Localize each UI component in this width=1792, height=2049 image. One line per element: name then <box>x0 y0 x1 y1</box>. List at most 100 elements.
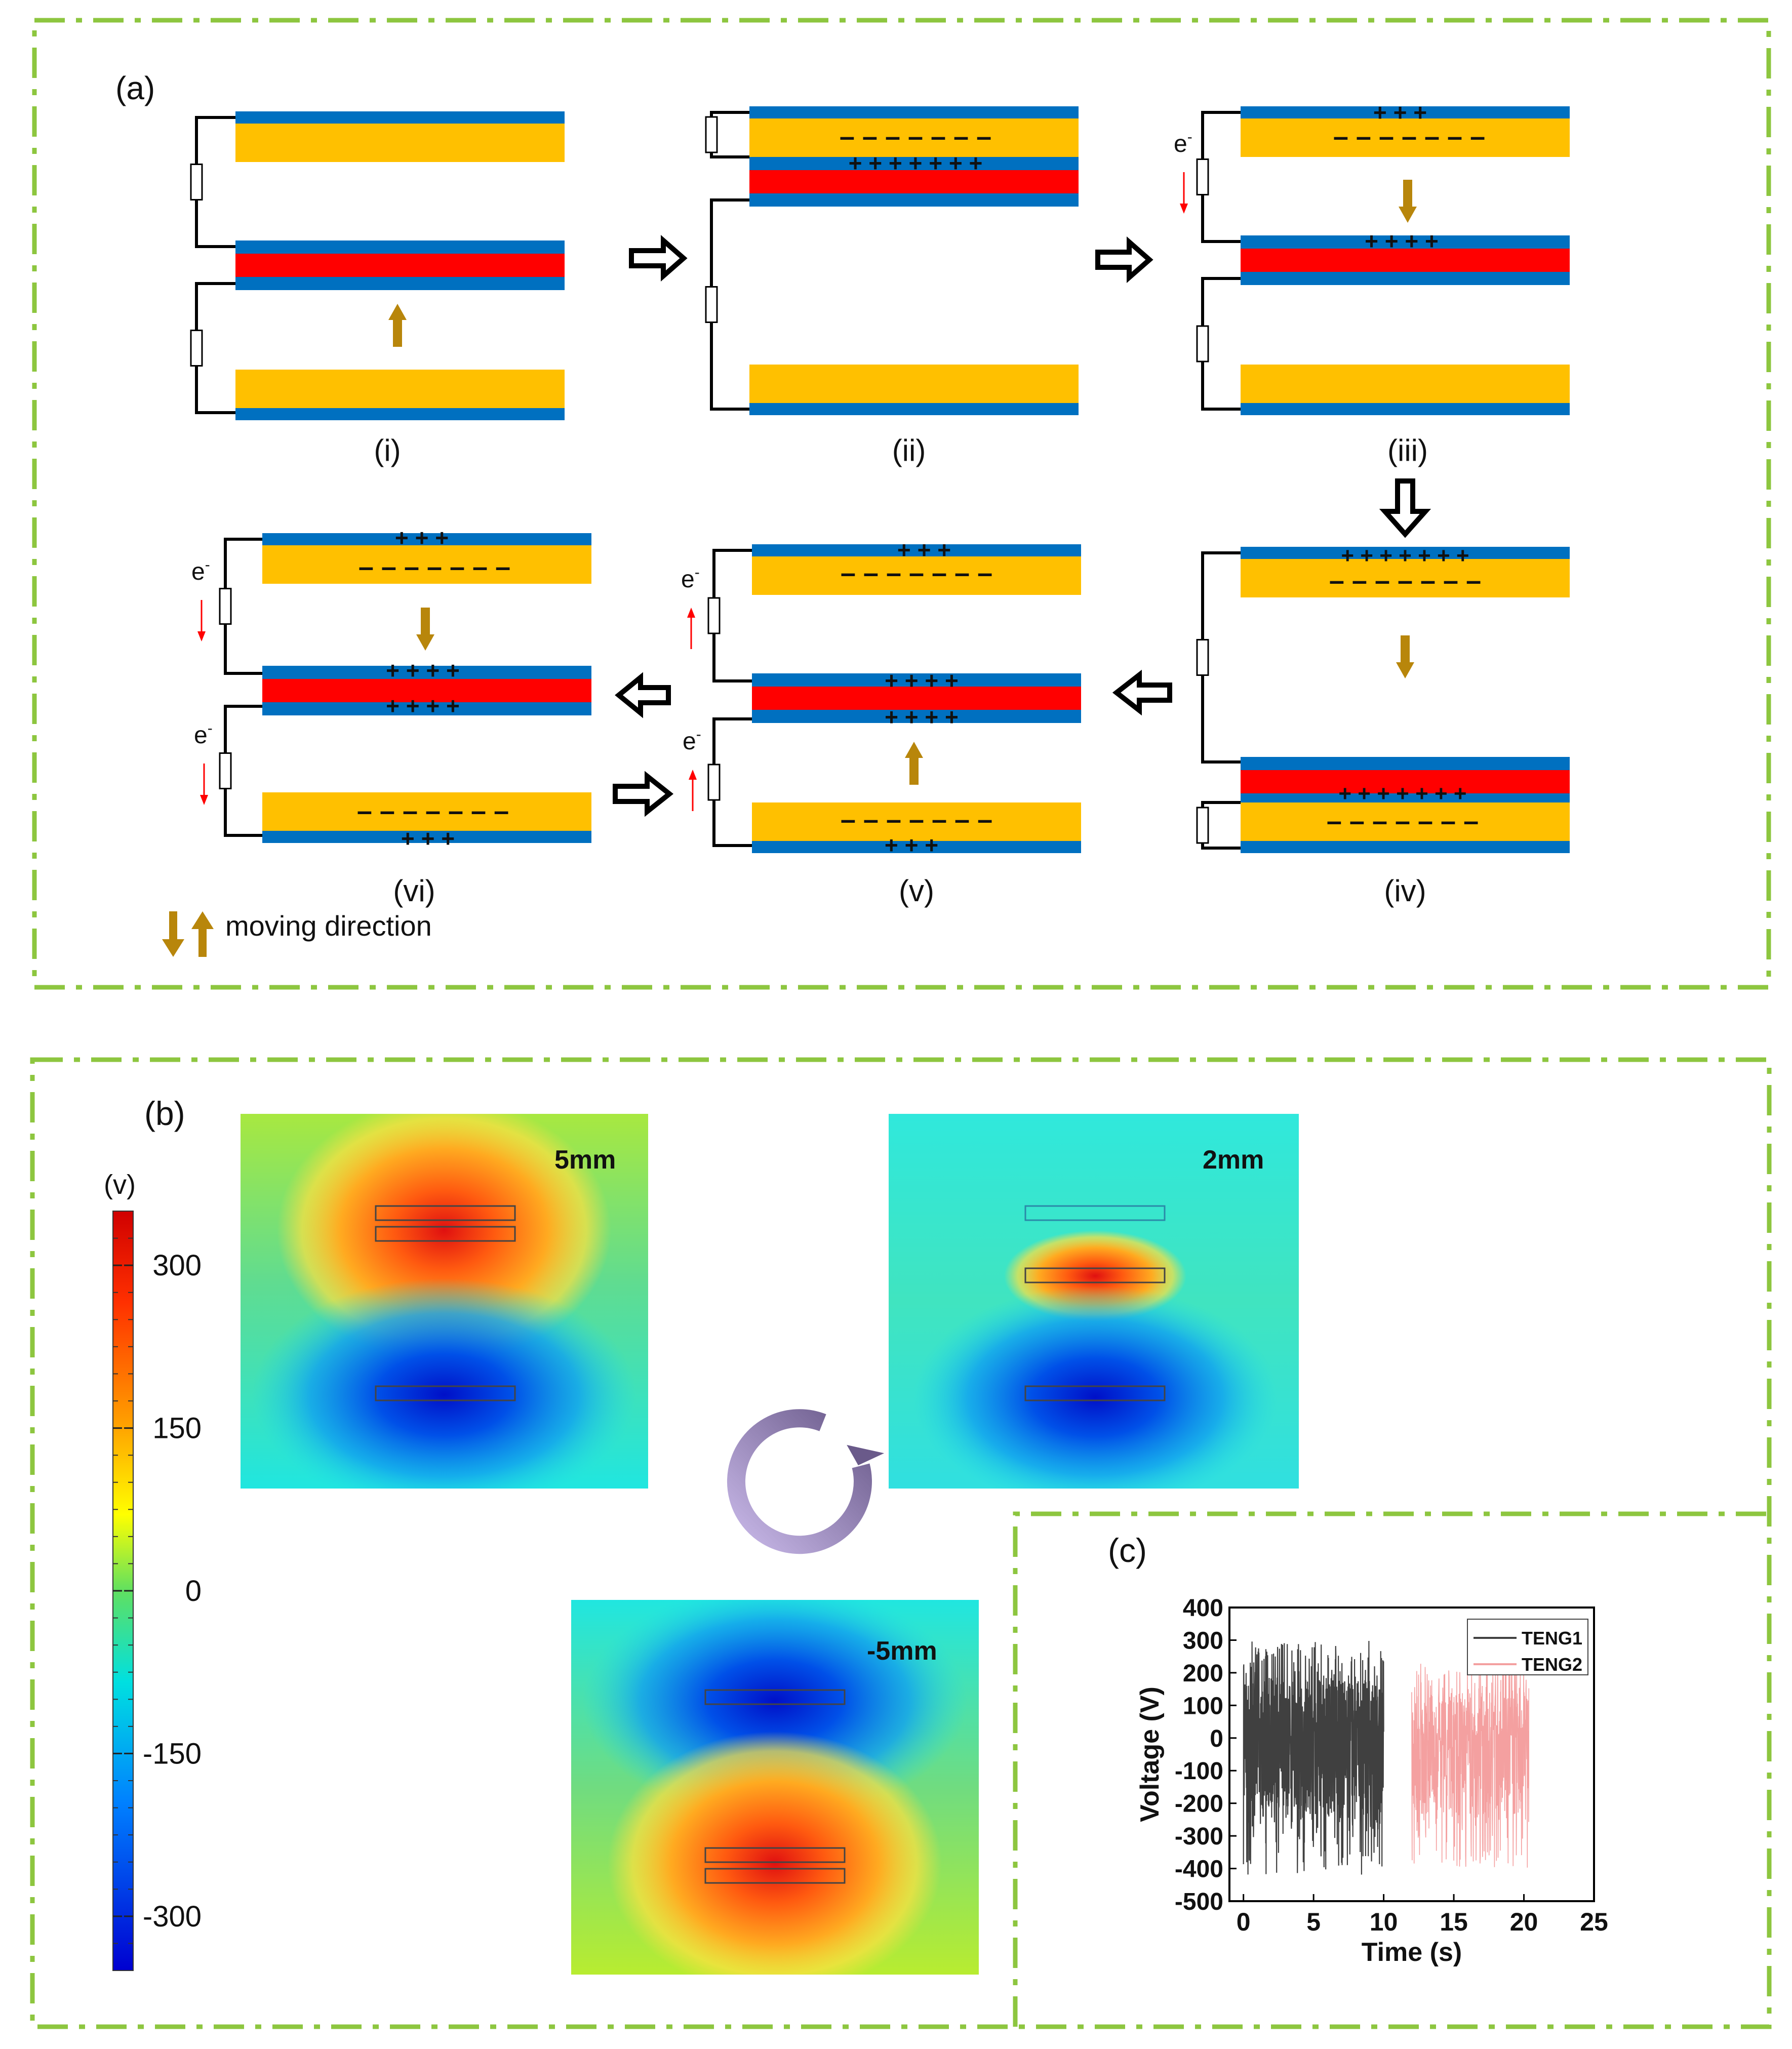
friction-layer <box>1241 249 1570 272</box>
colorbar: (v) 300 150 0 -150 -300 <box>104 1170 202 1971</box>
plot-area <box>1243 1640 1529 1875</box>
panel-a: (i)– – – – – – –+ + + + + + +(ii)+ + +– … <box>190 99 1570 908</box>
map-5mm-label: 5mm <box>554 1145 616 1175</box>
dielectric-layer <box>752 556 1081 595</box>
map-2mm-label: 2mm <box>1203 1145 1264 1175</box>
flow-arrow-ii-iii <box>1095 236 1153 284</box>
y-tick-label: -400 <box>1175 1856 1223 1883</box>
chart-legend: TENG1 TENG2 <box>1467 1619 1588 1675</box>
x-tick-label: 0 <box>1237 1908 1251 1936</box>
positive-charges: + + + + <box>1365 228 1439 254</box>
load-resistor <box>705 286 718 323</box>
positive-charges: + + + + <box>885 704 959 730</box>
potential-map-2mm: 2mm <box>889 1114 1299 1489</box>
moving-direction-arrow <box>1396 635 1414 678</box>
dielectric-layer <box>1241 365 1570 403</box>
flow-arrow-iv-v <box>1112 669 1172 716</box>
stage-iv: + + + + + + +– – – – – – –+ + + + + + +–… <box>1196 543 1570 908</box>
positive-charges: + + + <box>885 832 938 858</box>
dielectric-layer <box>1241 118 1570 157</box>
electrode-layer <box>235 277 565 290</box>
legend-box <box>1467 1619 1588 1675</box>
moving-direction-arrow <box>905 742 923 785</box>
electron-flow-label: e- <box>681 564 700 593</box>
flow-arrow-vi-v <box>613 771 674 817</box>
dielectric-layer <box>1241 802 1570 841</box>
dielectric-layer <box>235 370 565 408</box>
positive-charges: + + + <box>1373 99 1427 126</box>
moving-direction-legend: moving direction <box>162 910 432 957</box>
border-panel-b <box>30 1057 1772 2029</box>
electrode-layer <box>752 544 1081 556</box>
negative-charges: – – – – – – – <box>1329 566 1481 596</box>
voltage-chart: 0 5 10 15 20 25 400 300 200 100 0 -100 -200 -300 -400 -… <box>1135 1595 1608 1967</box>
map-neg5mm-plate-top <box>704 1689 846 1705</box>
map-2mm-negative-field <box>913 1286 1278 1489</box>
load-resistor <box>707 764 721 801</box>
negative-charges: – – – – – – – <box>840 122 991 152</box>
map-5mm-plate-middle <box>375 1226 516 1242</box>
positive-charges: + + + + + + + <box>849 150 983 176</box>
stage-label-i: (i) <box>374 433 401 467</box>
friction-layer <box>262 679 591 702</box>
electron-flow-label: e- <box>1174 129 1192 157</box>
load-resistor <box>190 330 203 367</box>
positive-charges: + + + + + + + <box>1341 543 1469 568</box>
electrode-layer <box>752 710 1081 723</box>
negative-charges: – – – – – – – <box>1333 122 1485 152</box>
colorbar-unit: (v) <box>104 1170 136 1200</box>
dielectric-layer <box>1241 559 1570 597</box>
positive-charges: + + + + <box>386 693 460 719</box>
negative-charges: – – – – – – – <box>841 558 992 588</box>
electrode-layer <box>235 240 565 254</box>
map-neg5mm-plate-bottom <box>704 1868 846 1884</box>
x-tick-label: 25 <box>1580 1908 1608 1936</box>
negative-charges: – – – – – – – <box>841 805 992 835</box>
colorbar-tick-label: -150 <box>143 1737 202 1770</box>
panel-b-label: (b) <box>144 1095 185 1132</box>
y-tick-label: 400 <box>1183 1595 1223 1622</box>
dielectric-layer <box>752 802 1081 841</box>
friction-layer <box>752 687 1081 710</box>
series-line-teng1 <box>1243 1640 1384 1875</box>
electrode-layer <box>235 408 565 420</box>
load-resistor <box>219 752 232 789</box>
stage-ii: – – – – – – –+ + + + + + + (ii) <box>705 106 1079 467</box>
flow-arrow-iii-iv <box>1379 478 1431 538</box>
load-resistor <box>1196 639 1209 676</box>
positive-charges: + + + + <box>386 657 460 684</box>
border-panel-c <box>1013 1511 1769 2027</box>
map-5mm-plate-bottom <box>375 1385 516 1401</box>
electrode-layer <box>1241 757 1570 770</box>
electrode-layer <box>1241 841 1570 853</box>
electrode-layer <box>749 403 1079 415</box>
legend-text: moving direction <box>225 910 432 942</box>
friction-layer <box>749 170 1079 193</box>
border-panel-a <box>32 18 1771 990</box>
y-tick-label: 0 <box>1210 1725 1223 1752</box>
electron-flow-label: e- <box>683 726 701 755</box>
stage-label-ii: (ii) <box>892 433 926 467</box>
y-tick-label: 100 <box>1183 1693 1223 1719</box>
load-resistor <box>190 164 203 200</box>
x-tick-label: 5 <box>1306 1908 1321 1936</box>
x-tick-label: 10 <box>1370 1908 1398 1936</box>
load-resistor <box>705 116 718 153</box>
load-resistor <box>1196 158 1209 195</box>
legend-label-teng2: TENG2 <box>1522 1654 1582 1675</box>
x-axis-label: Time (s) <box>1362 1938 1462 1967</box>
electrode-layer <box>749 157 1079 170</box>
dielectric-layer <box>749 118 1079 157</box>
negative-charges: – – – – – – – <box>1327 806 1479 836</box>
panel-c-label: (c) <box>1108 1532 1147 1569</box>
stage-label-iii: (iii) <box>1387 433 1428 467</box>
map-neg5mm-label: -5mm <box>867 1636 937 1666</box>
colorbar-tick-label: 300 <box>152 1249 202 1282</box>
electrode-layer <box>1241 106 1570 118</box>
y-tick-label: -300 <box>1175 1823 1223 1850</box>
flow-arrow-v-vi <box>615 672 671 718</box>
panel-a-label: (a) <box>115 70 155 106</box>
negative-charges: – – – – – – – <box>359 552 510 582</box>
dielectric-layer <box>262 792 591 831</box>
